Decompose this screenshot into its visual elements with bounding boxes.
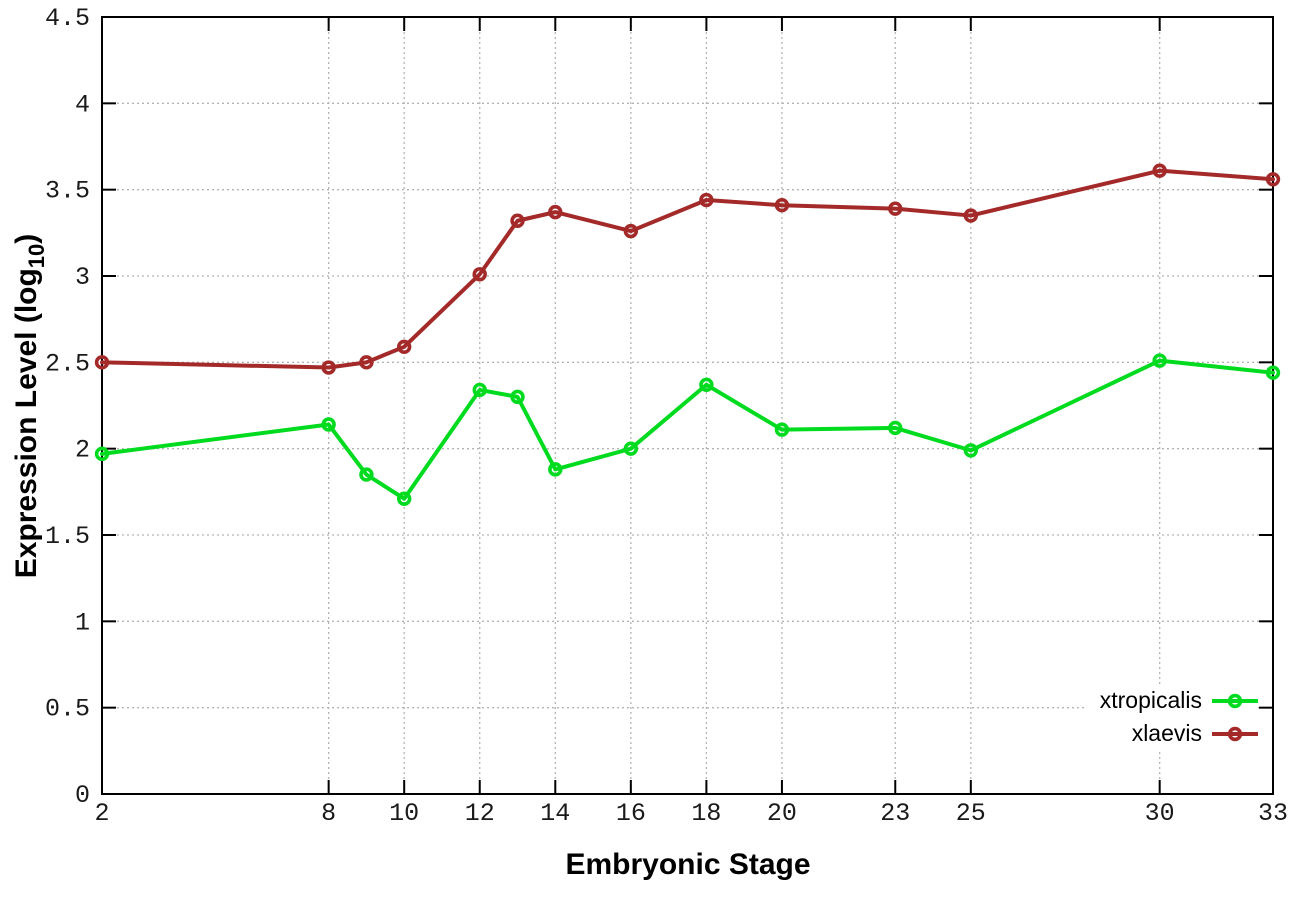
data-point-xlaevis xyxy=(510,213,525,228)
y-tick-label: 0 xyxy=(75,781,90,810)
y-tick-label: 1 xyxy=(75,608,90,637)
data-point-xtropicalis xyxy=(396,491,412,506)
x-tick-label: 8 xyxy=(321,799,336,828)
y-tick-label: 3.5 xyxy=(45,177,90,206)
data-point-xtropicalis xyxy=(94,446,110,462)
series-line-xlaevis xyxy=(100,168,1275,370)
x-tick-label: 16 xyxy=(616,799,646,828)
series-line-xtropicalis xyxy=(100,358,1275,501)
data-point-xlaevis xyxy=(472,267,487,282)
y-tick-label: 3 xyxy=(75,263,90,292)
data-point-xlaevis xyxy=(774,198,790,213)
y-tick-label: 0.5 xyxy=(45,695,90,724)
legend: xtropicalis xlaevis xyxy=(1085,684,1258,750)
y-tick-label: 1.5 xyxy=(45,522,90,551)
line-circle-marker-icon xyxy=(1212,726,1258,741)
y-tick-label: 4 xyxy=(75,90,90,119)
data-point-xtropicalis xyxy=(623,441,639,456)
legend-item-xlaevis: xlaevis xyxy=(1100,717,1258,750)
y-axis-title-subscript: 10 xyxy=(24,243,49,269)
y-tick-label: 4.5 xyxy=(45,4,90,33)
x-tick-label: 25 xyxy=(956,799,986,828)
data-point-xlaevis xyxy=(359,355,374,370)
data-point-xlaevis xyxy=(963,208,979,223)
data-point-xtropicalis xyxy=(699,377,714,392)
x-tick-label: 2 xyxy=(94,799,109,828)
x-tick-label: 33 xyxy=(1258,799,1288,828)
data-point-xlaevis xyxy=(1265,172,1281,187)
data-point-xlaevis xyxy=(321,360,336,375)
data-point-xlaevis xyxy=(94,355,110,370)
data-point-xtropicalis xyxy=(510,389,525,405)
legend-label: xtropicalis xyxy=(1099,687,1202,713)
y-axis-title-text: Expression Level (log xyxy=(10,268,43,579)
x-tick-label: 10 xyxy=(389,799,419,828)
data-point-xlaevis xyxy=(396,339,412,354)
x-tick-label: 23 xyxy=(880,799,910,828)
data-point-xlaevis xyxy=(1152,163,1167,178)
x-tick-label: 30 xyxy=(1145,799,1175,828)
legend-sample-circle xyxy=(1227,693,1243,708)
y-axis-title-suffix: ) xyxy=(10,233,43,244)
legend-sample-circle xyxy=(1227,726,1243,741)
data-point-xtropicalis xyxy=(963,443,979,458)
x-tick-label: 12 xyxy=(465,799,495,828)
data-point-xtropicalis xyxy=(1265,365,1281,380)
data-point-xlaevis xyxy=(548,204,563,220)
x-tick-label: 20 xyxy=(767,799,797,828)
data-point-xlaevis xyxy=(623,223,639,239)
line-circle-marker-icon xyxy=(1212,693,1258,708)
data-point-xtropicalis xyxy=(321,417,336,432)
data-point-xlaevis xyxy=(699,192,714,208)
data-point-xlaevis xyxy=(888,201,903,216)
y-tick-label: 2.5 xyxy=(45,349,90,378)
data-point-xtropicalis xyxy=(359,467,374,482)
y-tick-label: 2 xyxy=(75,436,90,465)
y-axis-title: Expression Level (log10) xyxy=(10,234,50,579)
data-point-xtropicalis xyxy=(888,420,903,436)
data-point-xtropicalis xyxy=(472,382,487,398)
x-axis-title: Embryonic Stage xyxy=(565,848,811,881)
x-tick-label: 14 xyxy=(540,799,570,828)
data-point-xtropicalis xyxy=(548,462,563,477)
plot-border xyxy=(101,16,1274,795)
data-point-xtropicalis xyxy=(1152,353,1167,368)
legend-item-xtropicalis: xtropicalis xyxy=(1100,684,1258,717)
x-tick-label: 18 xyxy=(691,799,721,828)
data-point-xtropicalis xyxy=(774,422,790,437)
legend-label: xlaevis xyxy=(1131,720,1202,746)
